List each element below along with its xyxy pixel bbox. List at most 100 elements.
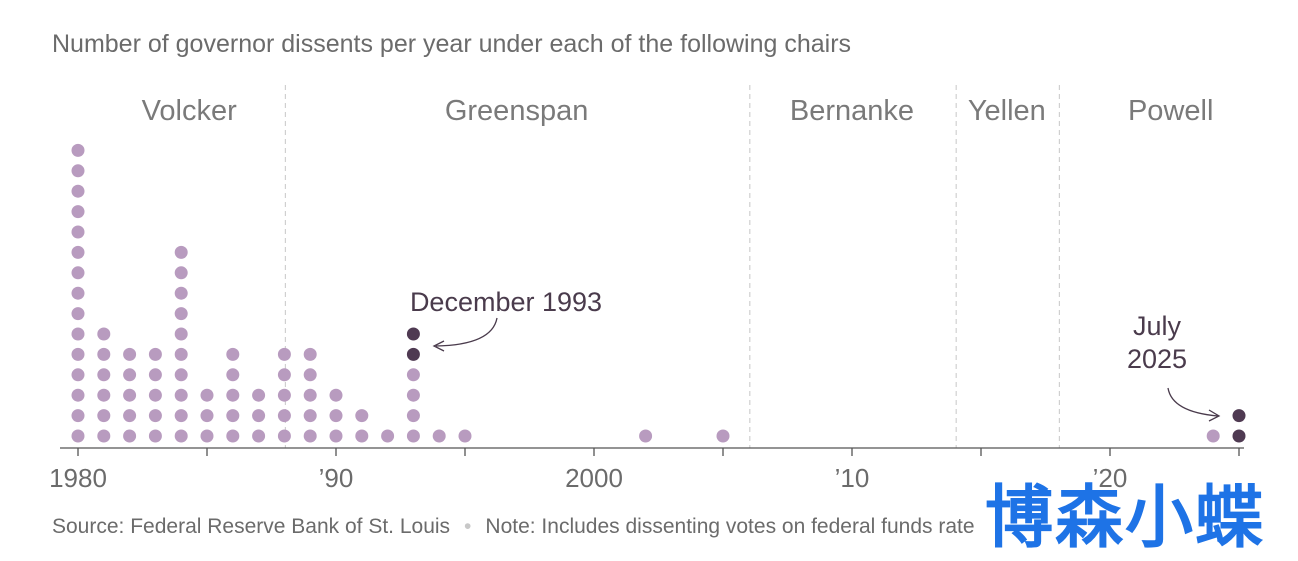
dot-1986-2 [226, 409, 240, 423]
chair-label-greenspan: Greenspan [445, 95, 589, 127]
source-separator: • [464, 515, 472, 538]
dot-1993-3 [406, 388, 420, 402]
dot-1990-1 [329, 429, 343, 443]
dot-1989-5 [303, 347, 317, 361]
annotation-arrowhead-july-2025 [1208, 409, 1221, 422]
dot-1988-2 [277, 409, 291, 423]
dot-1982-2 [123, 409, 137, 423]
dot-1990-2 [329, 409, 343, 423]
dot-1981-5 [97, 347, 111, 361]
dot-1984-1 [174, 429, 188, 443]
dot-1981-2 [97, 409, 111, 423]
chair-label-bernanke: Bernanke [790, 95, 914, 127]
dot-1980-12 [71, 205, 85, 219]
annotation-december-1993: December 1993 [410, 287, 602, 317]
dot-1988-5 [277, 347, 291, 361]
dot-1984-9 [174, 266, 188, 280]
x-tick-label-1980: 1980 [49, 463, 107, 493]
dot-1989-2 [303, 409, 317, 423]
chair-label-volcker: Volcker [142, 95, 237, 127]
dot-1989-4 [303, 368, 317, 382]
dot-1983-1 [148, 429, 162, 443]
annotation-arrow-december-1993 [435, 317, 498, 347]
annotation-arrow-july-2025 [1167, 387, 1219, 417]
dot-1980-7 [71, 307, 85, 321]
dot-1984-7 [174, 307, 188, 321]
dot-2025-2 [1232, 409, 1246, 423]
dot-1980-4 [71, 368, 85, 382]
dot-1980-9 [71, 266, 85, 280]
dot-1984-3 [174, 388, 188, 402]
annotation-july-2025-line-2: 2025 [1127, 344, 1187, 374]
dot-1980-2 [71, 409, 85, 423]
dot-1988-1 [277, 429, 291, 443]
source-text: Source: Federal Reserve Bank of St. Loui… [52, 515, 451, 538]
chair-label-powell: Powell [1128, 95, 1213, 127]
dot-1992-1 [381, 429, 395, 443]
dot-1983-5 [148, 347, 162, 361]
dot-1982-3 [123, 388, 137, 402]
dot-1993-4 [406, 368, 420, 382]
dot-1983-4 [148, 368, 162, 382]
dot-2002-1 [639, 429, 653, 443]
dot-1991-2 [355, 409, 369, 423]
dot-1986-3 [226, 388, 240, 402]
dot-1993-6 [406, 327, 420, 341]
dot-1993-2 [406, 409, 420, 423]
dot-1981-6 [97, 327, 111, 341]
dot-1986-1 [226, 429, 240, 443]
dot-1986-5 [226, 347, 240, 361]
dot-1980-11 [71, 225, 85, 239]
dot-1985-1 [200, 429, 214, 443]
dot-1980-3 [71, 388, 85, 402]
dot-1989-3 [303, 388, 317, 402]
annotation-july-2025-line-1: July [1133, 311, 1182, 341]
dot-2025-1 [1232, 429, 1246, 443]
dot-1980-1 [71, 429, 85, 443]
watermark-text: 博森小蝶 [985, 478, 1266, 558]
dissent-dot-chart: Volcker Greenspan Bernanke Yellen Powell 198… [49, 85, 1246, 493]
dot-1993-5 [406, 347, 420, 361]
dot-1988-3 [277, 388, 291, 402]
dot-1984-2 [174, 409, 188, 423]
dot-1984-5 [174, 347, 188, 361]
dot-1985-3 [200, 388, 214, 402]
chair-label-yellen: Yellen [968, 95, 1046, 127]
dot-1980-8 [71, 286, 85, 300]
dot-1985-2 [200, 409, 214, 423]
dot-1984-10 [174, 245, 188, 259]
dot-1983-2 [148, 409, 162, 423]
dot-1982-1 [123, 429, 137, 443]
dot-1984-8 [174, 286, 188, 300]
x-tick-label-2010: ’10 [835, 463, 870, 493]
dot-1993-1 [406, 429, 420, 443]
dot-1982-4 [123, 368, 137, 382]
dot-1981-4 [97, 368, 111, 382]
dot-1980-13 [71, 184, 85, 198]
x-tick-label-2000: 2000 [565, 463, 623, 493]
dot-1980-10 [71, 245, 85, 259]
note-text: Note: Includes dissenting votes on feder… [485, 515, 975, 538]
dot-2024-1 [1206, 429, 1220, 443]
dot-1983-3 [148, 388, 162, 402]
dot-1984-6 [174, 327, 188, 341]
annotation-arrowhead-december-1993 [432, 340, 445, 352]
dot-1981-1 [97, 429, 111, 443]
x-tick-label-2020: ’20 [1093, 463, 1128, 493]
dot-1987-2 [252, 409, 266, 423]
dot-1984-4 [174, 368, 188, 382]
dot-1989-1 [303, 429, 317, 443]
dot-2005-1 [716, 429, 730, 443]
dot-1982-5 [123, 347, 137, 361]
dot-1981-3 [97, 388, 111, 402]
dot-1987-3 [252, 388, 266, 402]
source-line: Source: Federal Reserve Bank of St. Loui… [52, 515, 975, 539]
x-tick-label-1990: ’90 [319, 463, 354, 493]
dot-1994-1 [432, 429, 446, 443]
chart-title: Number of governor dissents per year und… [52, 30, 852, 58]
dot-1980-5 [71, 347, 85, 361]
dot-1987-1 [252, 429, 266, 443]
dot-1980-6 [71, 327, 85, 341]
dot-1988-4 [277, 368, 291, 382]
dot-1980-14 [71, 164, 85, 178]
